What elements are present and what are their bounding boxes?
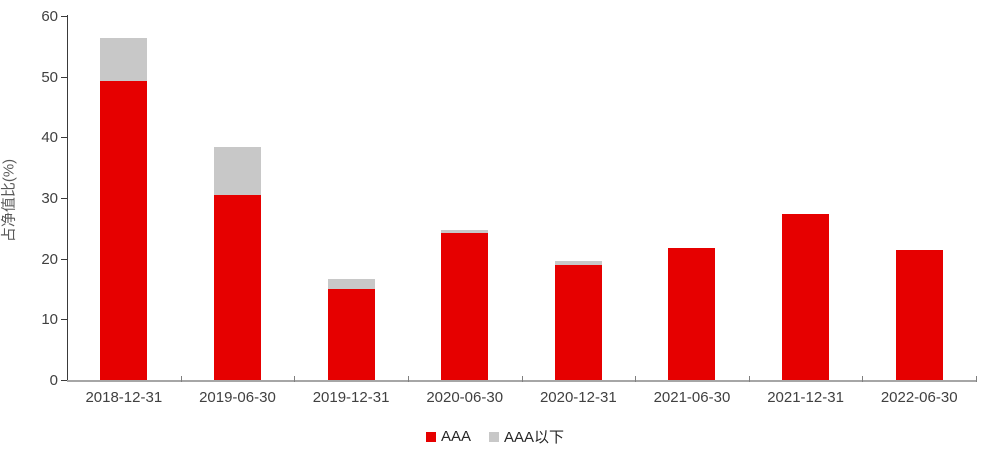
y-tick-mark (61, 137, 67, 139)
y-tick-mark (61, 319, 67, 321)
legend-swatch-aaa (425, 431, 436, 442)
y-tick-mark (61, 198, 67, 199)
x-tick-mark (521, 376, 523, 382)
x-tick-label: 2021-12-31 (767, 389, 844, 406)
y-tick-label: 10 (41, 311, 58, 329)
y-tick-label: 50 (41, 68, 58, 86)
bar-segment-aaa (441, 233, 489, 380)
x-tick-label: 2021-06-30 (653, 389, 731, 406)
legend-label-below-aaa: AAA以下 (504, 429, 565, 446)
legend: AAA AAA以下 (0, 426, 990, 447)
x-tick-mark (862, 376, 864, 382)
bar-segment-aaa (554, 265, 602, 380)
y-tick-label: 60 (41, 8, 58, 25)
y-tick-mark (61, 16, 67, 17)
y-tick-mark (61, 258, 67, 260)
y-axis-line (67, 15, 68, 381)
y-tick-label: 20 (41, 250, 58, 268)
legend-label-aaa: AAA (440, 428, 471, 445)
bar-segment-aaa (327, 289, 375, 380)
bar-segment-aaa (100, 80, 148, 380)
bar-segment-below-aaa (441, 229, 489, 234)
bar-segment-below-aaa (100, 38, 148, 81)
x-tick-label: 2018-12-31 (85, 389, 163, 406)
bar-segment-aaa (895, 249, 943, 380)
y-axis-title: 占净值比(%) (0, 158, 18, 243)
x-tick-mark (407, 376, 409, 382)
y-tick-mark (61, 380, 67, 381)
legend-item-aaa: AAA (425, 428, 471, 445)
y-tick-label: 40 (41, 129, 58, 147)
y-tick-label: 0 (49, 372, 58, 389)
x-tick-label: 2020-12-31 (539, 389, 617, 406)
x-tick-mark (748, 376, 750, 382)
legend-item-below-aaa: AAA以下 (489, 426, 564, 447)
bar-segment-aaa (213, 194, 261, 380)
x-tick-mark (976, 376, 977, 382)
x-tick-mark (180, 376, 182, 382)
x-tick-label: 2022-06-30 (880, 389, 958, 406)
y-tick-mark (61, 76, 67, 78)
x-tick-label: 2019-12-31 (312, 389, 390, 406)
bar-segment-aaa (668, 248, 716, 380)
x-tick-label: 2019-06-30 (199, 389, 276, 406)
y-tick-label: 30 (41, 190, 58, 207)
x-tick-mark (294, 376, 296, 382)
x-tick-mark (635, 376, 637, 382)
bar-segment-below-aaa (327, 279, 375, 289)
x-tick-label: 2020-06-30 (426, 389, 504, 406)
bar-segment-aaa (782, 213, 830, 380)
bar-segment-below-aaa (554, 261, 602, 266)
bar-segment-below-aaa (213, 147, 261, 195)
legend-swatch-below-aaa (489, 431, 499, 442)
